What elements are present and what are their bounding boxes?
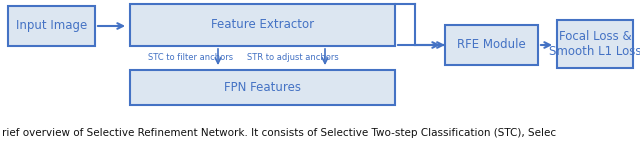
Text: rief overview of Selective Refinement Network. It consists of Selective Two-step: rief overview of Selective Refinement Ne… <box>2 128 556 138</box>
Text: Focal Loss &
Smooth L1 Loss: Focal Loss & Smooth L1 Loss <box>548 30 640 58</box>
Bar <box>557 20 633 68</box>
Bar <box>130 70 395 105</box>
Text: STR to adjust anchors: STR to adjust anchors <box>247 53 339 61</box>
Bar <box>130 4 395 46</box>
Text: Input Image: Input Image <box>16 19 87 33</box>
Bar <box>8 6 95 46</box>
Text: Feature Extractor: Feature Extractor <box>211 18 314 32</box>
Text: RFE Module: RFE Module <box>457 38 526 52</box>
Text: FPN Features: FPN Features <box>224 81 301 94</box>
Text: STC to filter anchors: STC to filter anchors <box>148 53 233 61</box>
Bar <box>445 25 538 65</box>
